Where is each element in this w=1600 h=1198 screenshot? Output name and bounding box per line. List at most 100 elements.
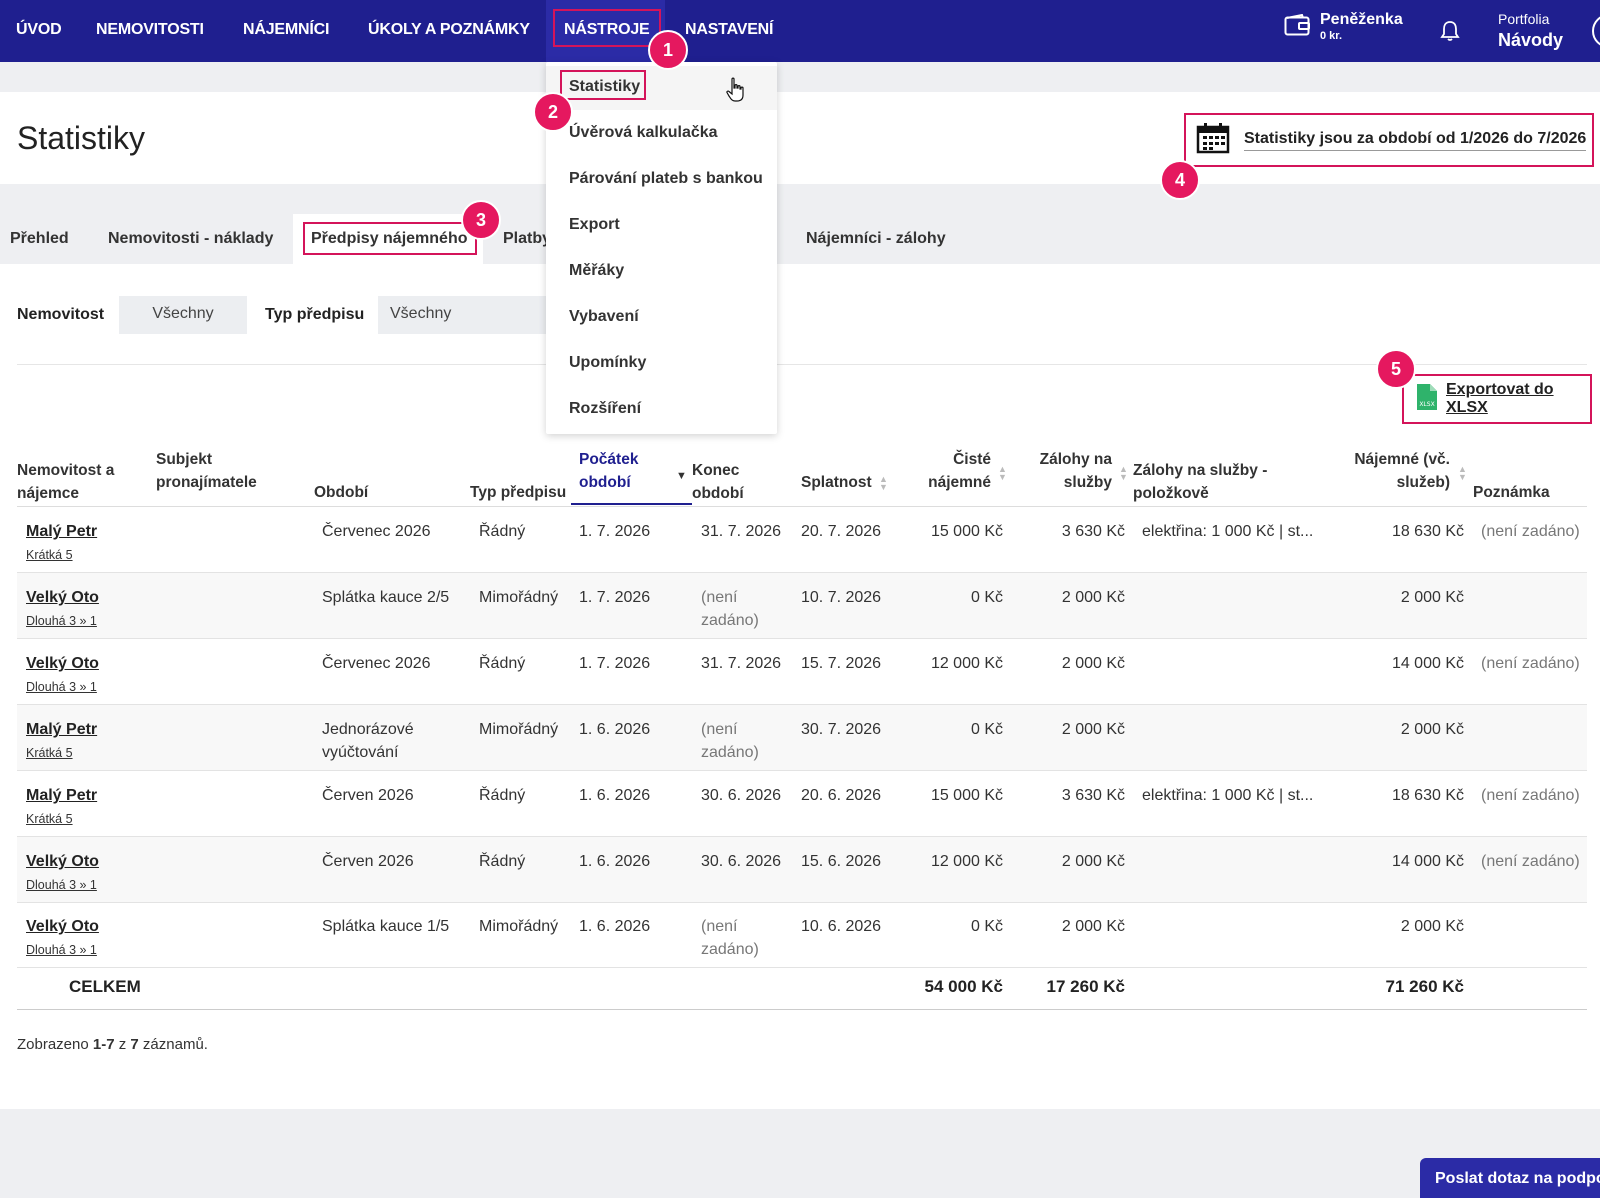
filter-property-select[interactable]: Všechny — [119, 296, 247, 334]
col-header-rent-line1: Nájemné (vč. — [1354, 451, 1450, 468]
col-header-period-label: Období — [314, 484, 369, 501]
nav-item-nastroje[interactable]: NÁSTROJE — [564, 21, 650, 38]
wallet-amount: 0 kr. — [1320, 30, 1343, 42]
menu-item-export[interactable]: Export — [569, 216, 620, 233]
start-cell: 1. 6. 2026 — [579, 853, 651, 870]
col-header-adv-items-line1: Zálohy na služby - — [1133, 462, 1268, 479]
col-header-type[interactable]: Typ předpisu — [470, 481, 566, 504]
tenant-link[interactable]: Velký Oto — [26, 655, 99, 672]
col-header-subject-line2: pronajímatele — [156, 474, 257, 491]
period-text: Splátka kauce 1/5 — [322, 918, 450, 935]
col-header-tenant[interactable]: Nemovitost a nájemce — [17, 459, 114, 505]
unit-link[interactable]: Krátká 5 — [26, 548, 73, 562]
col-header-adv[interactable]: Zálohy na služby — [1030, 448, 1112, 494]
end-cell: (není zadáno) — [701, 718, 759, 764]
period-cell: Splátka kauce 2/5 — [322, 586, 449, 609]
tab-predpisy-najemneho[interactable]: Předpisy nájemného — [311, 230, 468, 247]
total-net: 54 000 Kč — [924, 977, 1003, 996]
tenant-link[interactable]: Malý Petr — [26, 523, 98, 540]
tenant-link[interactable]: Malý Petr — [26, 787, 98, 804]
col-header-rent[interactable]: Nájemné (vč. služeb) — [1340, 448, 1450, 494]
menu-item-rozsireni[interactable]: Rozšíření — [569, 400, 642, 417]
export-xlsx-button[interactable]: XLSX Exportovat do XLSX — [1402, 374, 1592, 424]
nav-item-nastaveni[interactable]: NASTAVENÍ — [685, 21, 774, 38]
tab-prehled[interactable]: Přehled — [10, 230, 69, 247]
rent-cell: 2 000 Kč — [1400, 721, 1464, 738]
menu-item-statistiky[interactable]: Statistiky — [569, 78, 641, 95]
top-navigation: ÚVOD NEMOVITOSTI NÁJEMNÍCI ÚKOLY A POZNÁ… — [0, 0, 1600, 62]
due-cell: 30. 7. 2026 — [801, 721, 882, 738]
portfolio-selector[interactable]: Portfolia Návody — [1498, 12, 1563, 49]
due-cell: 20. 6. 2026 — [801, 787, 882, 804]
tenant-link[interactable]: Velký Oto — [26, 853, 99, 870]
unit-link[interactable]: Dlouhá 3 » 1 — [26, 614, 97, 628]
wallet-button[interactable]: Peněženka 0 kr. — [1284, 12, 1403, 42]
summary-count: 7 — [130, 1036, 139, 1053]
tenant-cell: Malý Petr Krátká 5 — [26, 520, 97, 563]
end-cell: 30. 6. 2026 — [701, 850, 781, 873]
start-cell: 1. 6. 2026 — [579, 721, 651, 738]
menu-item-meraky[interactable]: Měřáky — [569, 262, 625, 279]
nav-item-uvod[interactable]: ÚVOD — [16, 21, 62, 38]
net-cell: 0 Kč — [970, 721, 1003, 738]
tab-najemnici-zalohy[interactable]: Nájemníci - zálohy — [806, 230, 946, 247]
nav-item-nemovitosti[interactable]: NEMOVITOSTI — [96, 21, 204, 38]
portfolio-value: Návody — [1498, 30, 1564, 50]
table-row: Malý Petr Krátká 5 Jednorázové vyúčtování … — [17, 705, 1587, 771]
col-header-end[interactable]: Konec období — [692, 459, 744, 505]
nav-item-ukoly[interactable]: ÚKOLY A POZNÁMKY — [368, 21, 530, 38]
period-selector[interactable]: Statistiky jsou za období od 1/2026 do 7… — [1184, 113, 1594, 167]
net-cell: 15 000 Kč — [930, 523, 1003, 540]
start-cell: 1. 7. 2026 — [579, 655, 651, 672]
col-header-net[interactable]: Čisté nájemné — [925, 448, 991, 494]
filter-type-label: Typ předpisu — [265, 306, 365, 323]
period-text: Splátka kauce 2/5 — [322, 589, 450, 606]
filter-type-select[interactable]: Všechny — [378, 296, 546, 334]
end-text-2: zadáno) — [701, 744, 759, 761]
menu-item-uverova-kalkulacka[interactable]: Úvěrová kalkulačka — [569, 124, 718, 141]
tenant-cell: Malý Petr Krátká 5 — [26, 784, 97, 827]
menu-item-parovani-plateb[interactable]: Párování plateb s bankou — [569, 170, 763, 187]
callout-badge-1: 1 — [648, 30, 688, 70]
summary-range: 1-7 — [92, 1036, 115, 1053]
col-header-due[interactable]: Splatnost ▲ ▼ — [801, 471, 888, 494]
due-cell: 10. 6. 2026 — [801, 918, 882, 935]
menu-item-upominky[interactable]: Upomínky — [569, 354, 647, 371]
tenant-link[interactable]: Malý Petr — [26, 721, 98, 738]
unit-link[interactable]: Krátká 5 — [26, 746, 73, 760]
period-cell: Jednorázové vyúčtování — [322, 718, 414, 764]
unit-link[interactable]: Dlouhá 3 » 1 — [26, 943, 97, 957]
bell-icon[interactable] — [1440, 20, 1460, 47]
table-row: Velký Oto Dlouhá 3 » 1 Červen 2026 Řádný … — [17, 837, 1587, 903]
tab-platby[interactable]: Platby — [503, 230, 552, 247]
col-header-adv-items[interactable]: Zálohy na služby - položkově — [1133, 459, 1267, 505]
nav-item-najemnici[interactable]: NÁJEMNÍCI — [243, 21, 330, 38]
unit-link[interactable]: Dlouhá 3 » 1 — [26, 878, 97, 892]
xlsx-file-icon: XLSX — [1416, 383, 1438, 416]
support-chat-button[interactable]: Poslat dotaz na podpo — [1420, 1158, 1600, 1198]
note-cell: (není zadáno) — [1481, 853, 1580, 870]
tab-nemovitosti-naklady[interactable]: Nemovitosti - náklady — [108, 230, 274, 247]
summary-suffix: záznamů. — [138, 1036, 208, 1053]
table-row: Velký Oto Dlouhá 3 » 1 Splátka kauce 2/5 … — [17, 573, 1587, 639]
tenant-link[interactable]: Velký Oto — [26, 918, 99, 935]
avatar[interactable] — [1592, 14, 1600, 48]
unit-link[interactable]: Dlouhá 3 » 1 — [26, 680, 97, 694]
net-cell: 15 000 Kč — [930, 787, 1003, 804]
note-cell: (není zadáno) — [1481, 523, 1580, 540]
adv-cell: 2 000 Kč — [1061, 918, 1125, 935]
due-cell: 15. 6. 2026 — [801, 853, 882, 870]
portfolio-label: Portfolia — [1498, 11, 1550, 27]
unit-link[interactable]: Krátká 5 — [26, 812, 73, 826]
end-text: 31. 7. 2026 — [701, 655, 782, 672]
type-cell: Řádný — [479, 853, 526, 870]
col-header-note[interactable]: Poznámka — [1473, 481, 1550, 504]
callout-badge-2: 2 — [533, 92, 573, 132]
menu-item-vybaveni[interactable]: Vybavení — [569, 308, 639, 325]
col-header-period[interactable]: Období — [314, 481, 368, 504]
col-header-subject[interactable]: Subjekt pronajímatele — [156, 448, 257, 494]
total-label: CELKEM — [69, 977, 141, 996]
col-header-start[interactable]: Počátek období — [579, 448, 638, 494]
period-text: Červen 2026 — [322, 853, 414, 870]
tenant-link[interactable]: Velký Oto — [26, 589, 99, 606]
